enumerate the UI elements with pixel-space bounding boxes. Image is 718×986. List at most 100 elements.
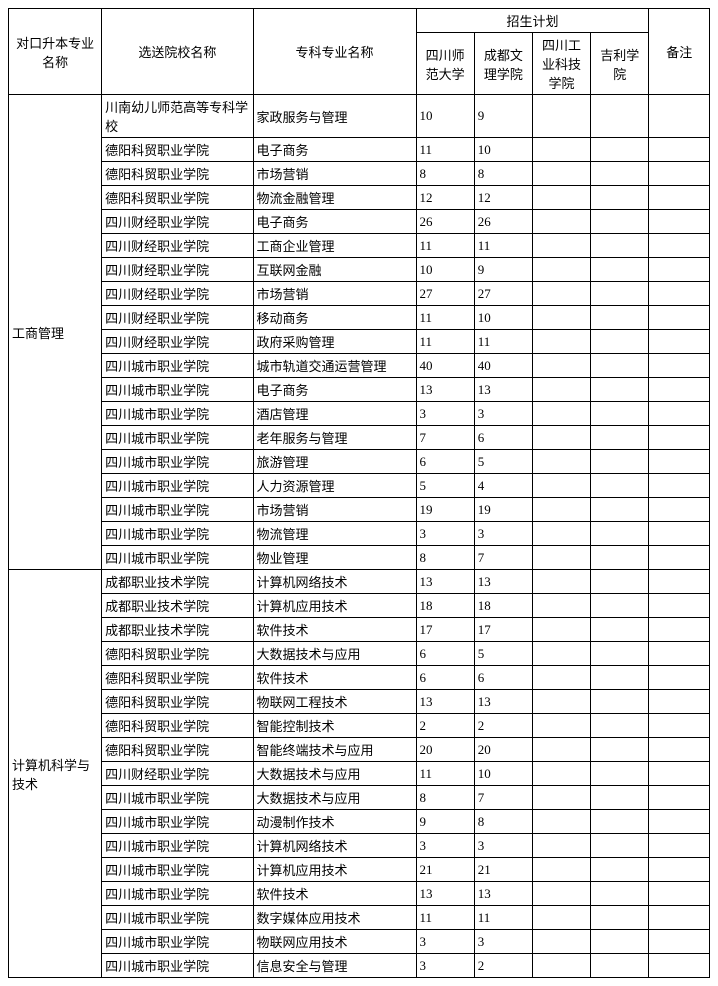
cell-plan1: 20: [416, 738, 474, 762]
cell-spec: 软件技术: [253, 666, 416, 690]
cell-plan4: [591, 858, 649, 882]
cell-note: [649, 210, 710, 234]
cell-plan4: [591, 234, 649, 258]
cell-plan1: 3: [416, 834, 474, 858]
cell-plan1: 11: [416, 234, 474, 258]
table-row: 德阳科贸职业学院电子商务1110: [9, 138, 710, 162]
cell-spec: 智能控制技术: [253, 714, 416, 738]
cell-plan3: [532, 402, 590, 426]
cell-plan1: 13: [416, 570, 474, 594]
cell-school: 德阳科贸职业学院: [102, 714, 253, 738]
cell-spec: 电子商务: [253, 378, 416, 402]
cell-plan1: 11: [416, 138, 474, 162]
cell-plan3: [532, 810, 590, 834]
cell-plan4: [591, 138, 649, 162]
cell-spec: 计算机网络技术: [253, 570, 416, 594]
cell-note: [649, 570, 710, 594]
table-row: 四川城市职业学院物业管理87: [9, 546, 710, 570]
cell-school: 四川财经职业学院: [102, 234, 253, 258]
cell-plan3: [532, 162, 590, 186]
cell-note: [649, 498, 710, 522]
cell-plan1: 6: [416, 642, 474, 666]
cell-plan4: [591, 882, 649, 906]
cell-note: [649, 378, 710, 402]
cell-school: 德阳科贸职业学院: [102, 666, 253, 690]
cell-plan3: [532, 642, 590, 666]
cell-school: 德阳科贸职业学院: [102, 138, 253, 162]
cell-school: 四川城市职业学院: [102, 378, 253, 402]
cell-plan2: 12: [474, 186, 532, 210]
cell-plan3: [532, 306, 590, 330]
cell-school: 川南幼儿师范高等专科学校: [102, 95, 253, 138]
cell-plan4: [591, 186, 649, 210]
cell-plan1: 18: [416, 594, 474, 618]
cell-note: [649, 906, 710, 930]
cell-plan3: [532, 690, 590, 714]
table-row: 德阳科贸职业学院市场营销88: [9, 162, 710, 186]
cell-plan4: [591, 162, 649, 186]
cell-plan3: [532, 498, 590, 522]
cell-plan4: [591, 594, 649, 618]
cell-spec: 物业管理: [253, 546, 416, 570]
cell-plan4: [591, 786, 649, 810]
cell-spec: 旅游管理: [253, 450, 416, 474]
table-row: 四川财经职业学院互联网金融109: [9, 258, 710, 282]
cell-plan4: [591, 714, 649, 738]
cell-plan3: [532, 330, 590, 354]
table-body: 工商管理川南幼儿师范高等专科学校家政服务与管理109德阳科贸职业学院电子商务11…: [9, 95, 710, 978]
cell-note: [649, 186, 710, 210]
cell-plan4: [591, 450, 649, 474]
cell-plan3: [532, 426, 590, 450]
cell-school: 四川财经职业学院: [102, 306, 253, 330]
cell-plan3: [532, 234, 590, 258]
table-row: 四川城市职业学院计算机应用技术2121: [9, 858, 710, 882]
cell-plan4: [591, 402, 649, 426]
admissions-table: 对口升本专业名称 选送院校名称 专科专业名称 招生计划 备注 四川师范大学 成都…: [8, 8, 710, 978]
table-row: 德阳科贸职业学院软件技术66: [9, 666, 710, 690]
cell-plan4: [591, 354, 649, 378]
cell-plan1: 40: [416, 354, 474, 378]
cell-school: 四川城市职业学院: [102, 906, 253, 930]
cell-plan4: [591, 95, 649, 138]
cell-plan4: [591, 570, 649, 594]
cell-spec: 智能终端技术与应用: [253, 738, 416, 762]
cell-spec: 市场营销: [253, 498, 416, 522]
cell-school: 四川城市职业学院: [102, 354, 253, 378]
cell-spec: 数字媒体应用技术: [253, 906, 416, 930]
cell-spec: 软件技术: [253, 618, 416, 642]
cell-plan2: 20: [474, 738, 532, 762]
cell-plan3: [532, 354, 590, 378]
cell-plan2: 11: [474, 906, 532, 930]
cell-plan2: 8: [474, 810, 532, 834]
cell-plan2: 3: [474, 522, 532, 546]
cell-plan3: [532, 738, 590, 762]
cell-plan3: [532, 762, 590, 786]
cell-plan1: 12: [416, 186, 474, 210]
cell-plan2: 2: [474, 954, 532, 978]
cell-note: [649, 354, 710, 378]
cell-plan1: 13: [416, 378, 474, 402]
cell-plan3: [532, 138, 590, 162]
cell-spec: 工商企业管理: [253, 234, 416, 258]
table-row: 德阳科贸职业学院物联网工程技术1313: [9, 690, 710, 714]
cell-plan1: 10: [416, 95, 474, 138]
cell-note: [649, 954, 710, 978]
cell-spec: 家政服务与管理: [253, 95, 416, 138]
cell-plan3: [532, 786, 590, 810]
cell-major: 计算机科学与技术: [9, 570, 102, 978]
cell-note: [649, 450, 710, 474]
cell-plan3: [532, 450, 590, 474]
cell-spec: 物流金融管理: [253, 186, 416, 210]
cell-note: [649, 402, 710, 426]
cell-school: 四川城市职业学院: [102, 426, 253, 450]
cell-plan4: [591, 210, 649, 234]
cell-school: 四川城市职业学院: [102, 522, 253, 546]
cell-plan1: 13: [416, 690, 474, 714]
cell-plan4: [591, 282, 649, 306]
cell-plan2: 11: [474, 330, 532, 354]
table-row: 成都职业技术学院软件技术1717: [9, 618, 710, 642]
cell-plan1: 5: [416, 474, 474, 498]
cell-plan2: 3: [474, 402, 532, 426]
cell-plan4: [591, 498, 649, 522]
cell-plan3: [532, 594, 590, 618]
